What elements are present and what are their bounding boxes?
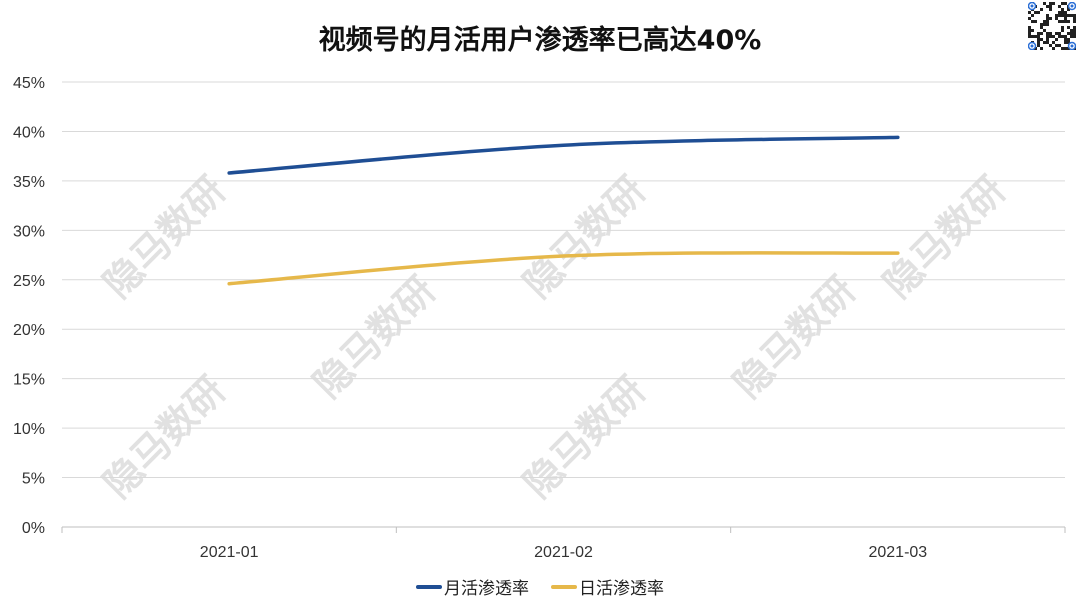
- series-line-0: [227, 135, 900, 175]
- qr-code: [1028, 2, 1076, 50]
- watermark: 隐马数研: [515, 368, 654, 507]
- y-tick-label: 25%: [13, 273, 45, 290]
- watermark: 隐马数研: [305, 268, 444, 407]
- legend-label-monthly: 月活渗透率: [444, 579, 529, 599]
- y-tick-label: 45%: [13, 75, 45, 92]
- x-tick-label: 2021-01: [200, 544, 259, 561]
- y-tick-label: 35%: [13, 174, 45, 191]
- x-tick-label: 2021-03: [868, 544, 927, 561]
- legend-label-daily: 日活渗透率: [579, 579, 664, 599]
- watermark: 隐马数研: [515, 168, 654, 307]
- legend-item-monthly: 月活渗透率: [416, 574, 529, 599]
- legend-swatch-daily: [551, 584, 577, 589]
- chart-title: 视频号的月活用户渗透率已高达40%: [318, 25, 762, 56]
- y-tick-label: 40%: [13, 124, 45, 141]
- watermark: 隐马数研: [95, 368, 234, 507]
- y-tick-label: 30%: [13, 223, 45, 240]
- legend-item-daily: 日活渗透率: [551, 574, 664, 599]
- y-tick-label: 20%: [13, 322, 45, 339]
- y-tick-label: 0%: [22, 520, 45, 537]
- legend: 月活渗透率 日活渗透率: [0, 574, 1080, 599]
- y-tick-label: 15%: [13, 372, 45, 389]
- legend-swatch-monthly: [416, 584, 442, 589]
- watermark: 隐马数研: [725, 268, 864, 407]
- watermark: 隐马数研: [875, 168, 1014, 307]
- y-tick-label: 10%: [13, 421, 45, 438]
- watermark: 隐马数研: [95, 168, 234, 307]
- x-tick-label: 2021-02: [534, 544, 593, 561]
- y-tick-label: 5%: [22, 471, 45, 488]
